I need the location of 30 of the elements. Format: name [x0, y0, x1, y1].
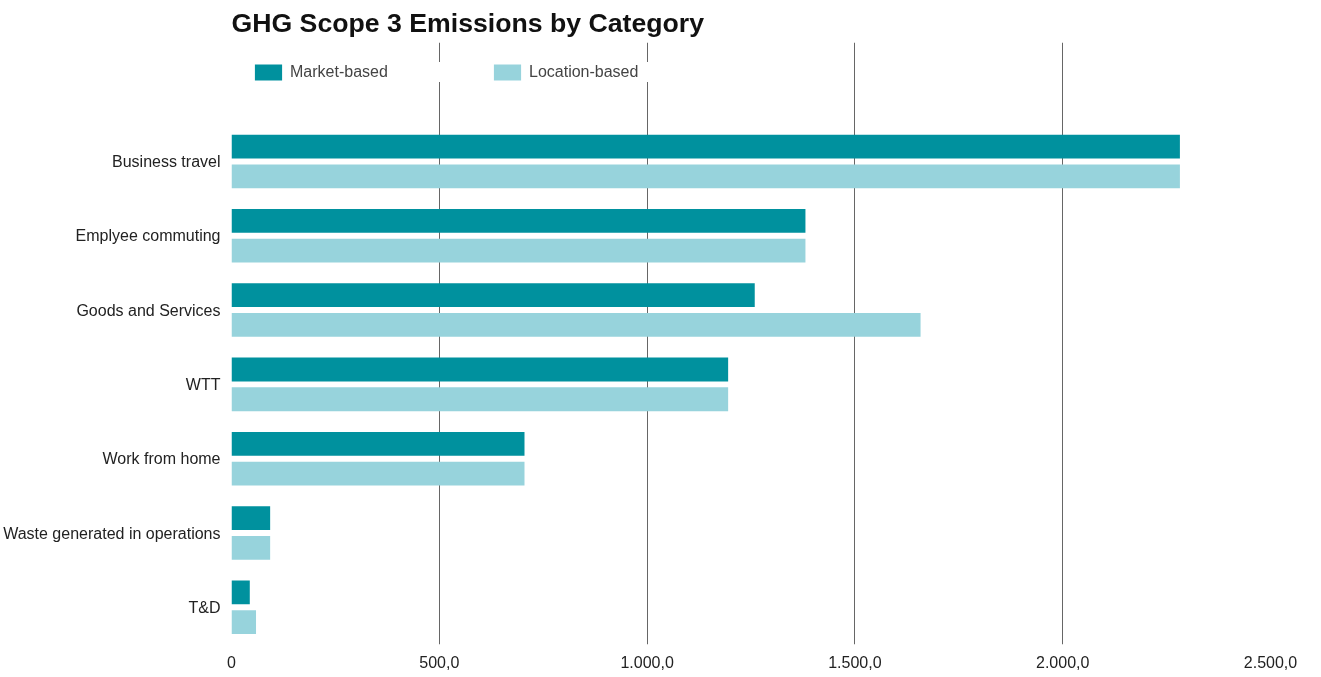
x-tick-label: 500,0: [419, 653, 460, 671]
bar: [231, 431, 525, 456]
bar: [231, 134, 1180, 159]
y-tick-label: T&D: [188, 598, 221, 616]
x-tick-label: 2.000,0: [1036, 653, 1090, 671]
y-tick-label: Waste generated in operations: [3, 524, 221, 542]
bar: [231, 164, 1180, 189]
bar: [231, 357, 729, 382]
bar: [231, 387, 729, 412]
y-tick-label: WTT: [185, 375, 221, 393]
x-tick-label: 1.000,0: [620, 653, 674, 671]
x-tick-label: 0: [227, 653, 237, 671]
bar: [231, 283, 755, 308]
legend-label: Market-based: [290, 63, 389, 81]
bar: [231, 313, 921, 337]
chart-title: GHG Scope 3 Emissions by Category: [231, 7, 705, 38]
y-tick-label: Business travel: [112, 152, 221, 170]
x-tick-label: 1.500,0: [828, 653, 882, 671]
x-tick-label: 2.500,0: [1243, 653, 1298, 671]
bar: [231, 610, 257, 635]
bar: [231, 580, 250, 605]
bar: [231, 461, 525, 486]
bar: [231, 535, 271, 560]
y-tick-label: Work from home: [102, 450, 221, 468]
y-tick-label: Emplyee commuting: [75, 227, 221, 245]
bar: [231, 208, 806, 233]
bar: [231, 506, 271, 531]
legend-label: Location-based: [529, 63, 640, 81]
bar: [231, 238, 806, 263]
y-tick-label: Goods and Services: [76, 301, 221, 319]
